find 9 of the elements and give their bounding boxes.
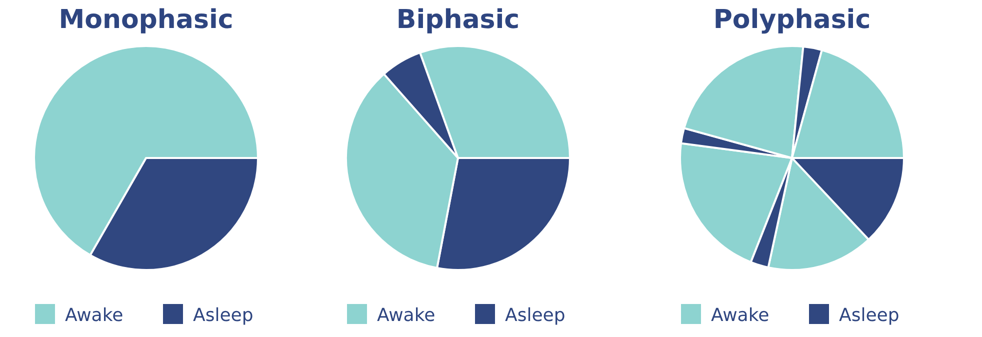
- chart-title: Biphasic: [396, 5, 520, 35]
- legend-label: Asleep: [839, 305, 900, 326]
- legend-label: Asleep: [193, 305, 254, 326]
- legend-label: Awake: [377, 305, 436, 326]
- legend-label: Awake: [65, 305, 124, 326]
- legend-label: Asleep: [505, 305, 566, 326]
- chart-title: Polyphasic: [713, 5, 871, 35]
- legend-label: Awake: [711, 305, 770, 326]
- chart-title: Monophasic: [58, 5, 234, 35]
